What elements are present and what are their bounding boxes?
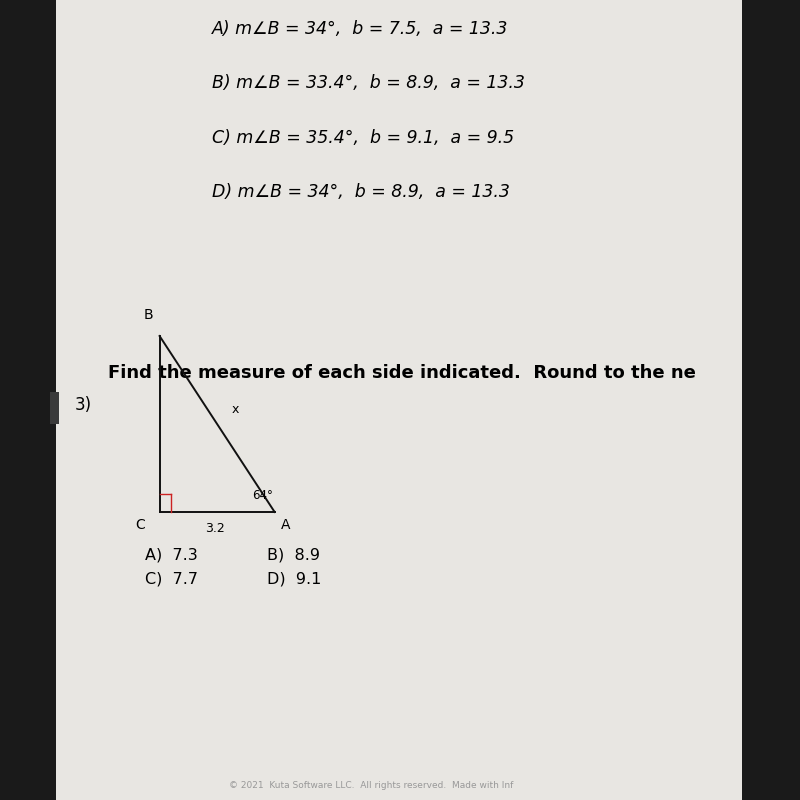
Text: B) m∠B = 33.4°,  b = 8.9,  a = 13.3: B) m∠B = 33.4°, b = 8.9, a = 13.3: [211, 74, 525, 92]
Text: B: B: [144, 308, 154, 322]
Text: C) m∠B = 35.4°,  b = 9.1,  a = 9.5: C) m∠B = 35.4°, b = 9.1, a = 9.5: [211, 129, 514, 147]
Text: Find the measure of each side indicated.  Round to the ne: Find the measure of each side indicated.…: [108, 364, 695, 382]
Text: D)  9.1: D) 9.1: [267, 572, 322, 587]
Text: D) m∠B = 34°,  b = 8.9,  a = 13.3: D) m∠B = 34°, b = 8.9, a = 13.3: [211, 183, 510, 202]
Bar: [0, 0, 56, 800]
Bar: [50, 392, 59, 424]
Text: A) m∠B = 34°,  b = 7.5,  a = 13.3: A) m∠B = 34°, b = 7.5, a = 13.3: [211, 20, 508, 38]
Text: © 2021  Kuta Software LLC.  All rights reserved.  Made with Inf: © 2021 Kuta Software LLC. All rights res…: [229, 782, 514, 790]
Text: C: C: [135, 518, 145, 533]
Text: 3.2: 3.2: [205, 522, 224, 534]
Text: 3): 3): [74, 396, 91, 414]
Text: A: A: [281, 518, 290, 533]
Text: B)  8.9: B) 8.9: [267, 548, 320, 563]
Text: C)  7.7: C) 7.7: [145, 572, 198, 587]
Text: A)  7.3: A) 7.3: [145, 548, 198, 563]
Text: x: x: [231, 403, 239, 416]
Text: 64°: 64°: [252, 489, 274, 502]
